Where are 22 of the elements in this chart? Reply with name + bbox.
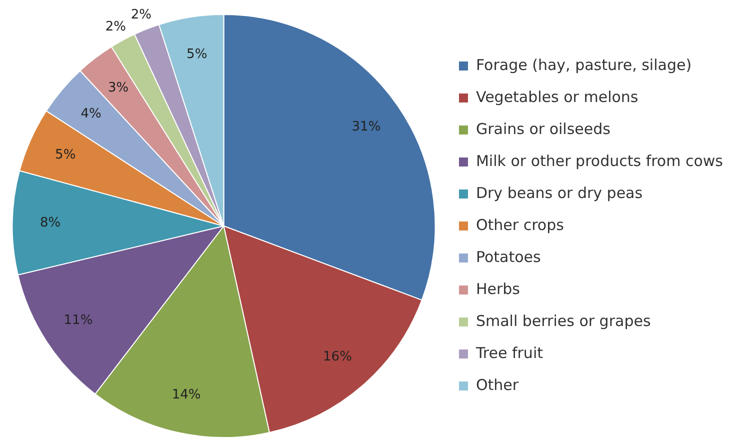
legend-label: Forage (hay, pasture, silage) [476, 56, 692, 74]
legend-label: Other crops [476, 216, 564, 234]
data-label: 4% [80, 106, 102, 122]
data-label: 16% [323, 349, 352, 364]
legend-label: Vegetables or melons [476, 88, 638, 106]
data-label: 11% [64, 312, 93, 328]
data-label: 5% [55, 148, 76, 163]
data-label: 2% [105, 20, 126, 35]
data-label: 3% [108, 80, 129, 96]
legend-label: Dry beans or dry peas [476, 184, 643, 202]
legend-label: Small berries or grapes [476, 312, 651, 330]
legend-label: Other [476, 376, 520, 394]
legend-label: Grains or oilseeds [476, 120, 611, 138]
legend-label: Herbs [476, 280, 520, 298]
data-label: 31% [352, 120, 381, 135]
legend-label: Potatoes [476, 248, 542, 266]
data-label: 8% [40, 216, 61, 231]
data-label: 14% [172, 388, 201, 403]
data-label: 2% [130, 8, 152, 23]
legend-label: Tree fruit [474, 344, 544, 362]
legend-label: Milk or other products from cows [476, 152, 724, 170]
data-label: 5% [186, 47, 208, 62]
